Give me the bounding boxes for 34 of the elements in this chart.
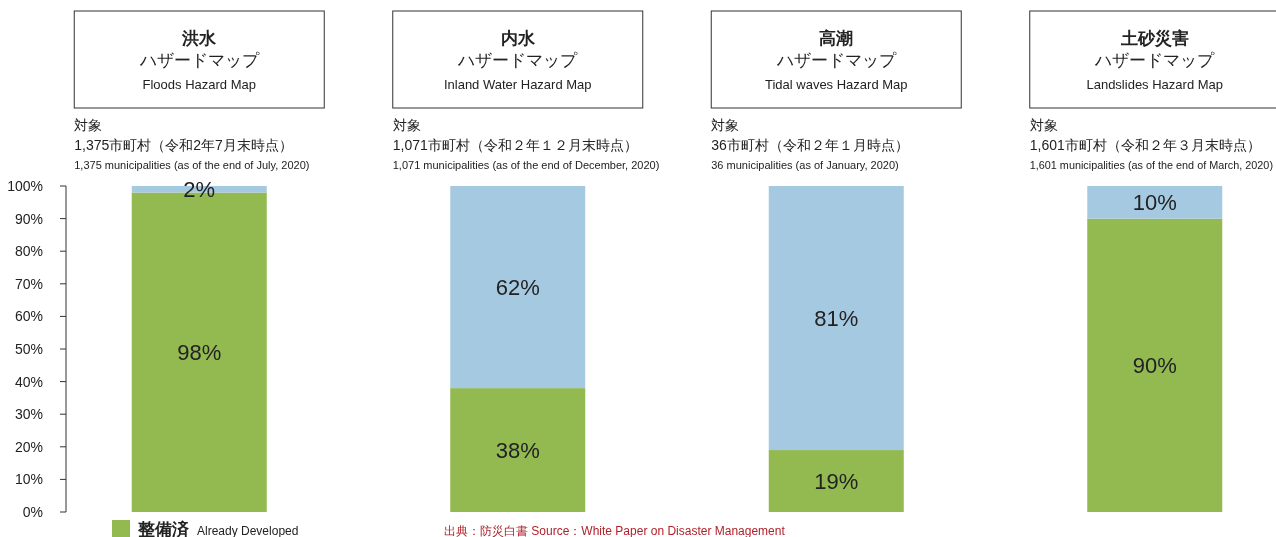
y-tick-label: 60% <box>14 308 43 325</box>
x-tick-label: 高潮ハザードマップ Tidal waves Hazard Map <box>764 29 908 92</box>
data-label: 98% <box>177 340 222 366</box>
y-tick-label: 40% <box>14 373 43 390</box>
y-tick-label: 0% <box>22 504 43 520</box>
data-label: 38% <box>495 438 540 464</box>
y-tick-label: 80% <box>14 243 43 260</box>
bar <box>768 186 904 451</box>
legend-label: 整備済 Already Developed <box>137 520 299 537</box>
data-label: 90% <box>1132 353 1177 379</box>
text: 対象 1,375市町村（令和2年7月末時点） 1,375 municipalities (as of the end of July, 2020) <box>74 117 310 171</box>
x-tick-label: 洪水ハザードマップ Floods Hazard Map <box>138 29 260 92</box>
y-tick-label: 50% <box>14 341 43 357</box>
y-tick-label: 100% <box>7 178 43 194</box>
bar <box>768 450 904 512</box>
text: 対象 1,071市町村（令和２年１２月末時点） 1,071 municipalities (as of the end of December, 2020) <box>392 117 660 171</box>
data-label: 10% <box>1132 190 1177 216</box>
y-tick-label: 90% <box>14 210 43 227</box>
data-label: 19% <box>814 469 859 495</box>
x-tick-label: 土砂災害ハザードマップ Landslides Hazard Map <box>1086 29 1224 92</box>
text: 対象 1,601市町村（令和２年３月末時点） 1,601 municipalities (as of the end of March, 2020) <box>1029 117 1276 171</box>
y-tick-label: 20% <box>14 438 43 455</box>
data-label: 62% <box>495 275 540 301</box>
y-tick-label: 10% <box>14 471 43 488</box>
data-label: 81% <box>814 306 859 332</box>
text: 対象 36市町村（令和２年１月時点） 36 municipalities (as of January, 2020) <box>711 117 909 171</box>
bar <box>1087 186 1223 219</box>
y-tick-label: 70% <box>14 275 43 292</box>
source-note: 出典：防災白書 Source：White Paper on Disaster Management <box>444 524 786 537</box>
x-tick-label: 内水ハザードマップ Inland Water Hazard Map <box>443 29 592 92</box>
y-tick-label: 30% <box>14 406 43 423</box>
bar <box>450 186 586 389</box>
bar <box>1087 218 1223 512</box>
bar <box>450 388 586 512</box>
